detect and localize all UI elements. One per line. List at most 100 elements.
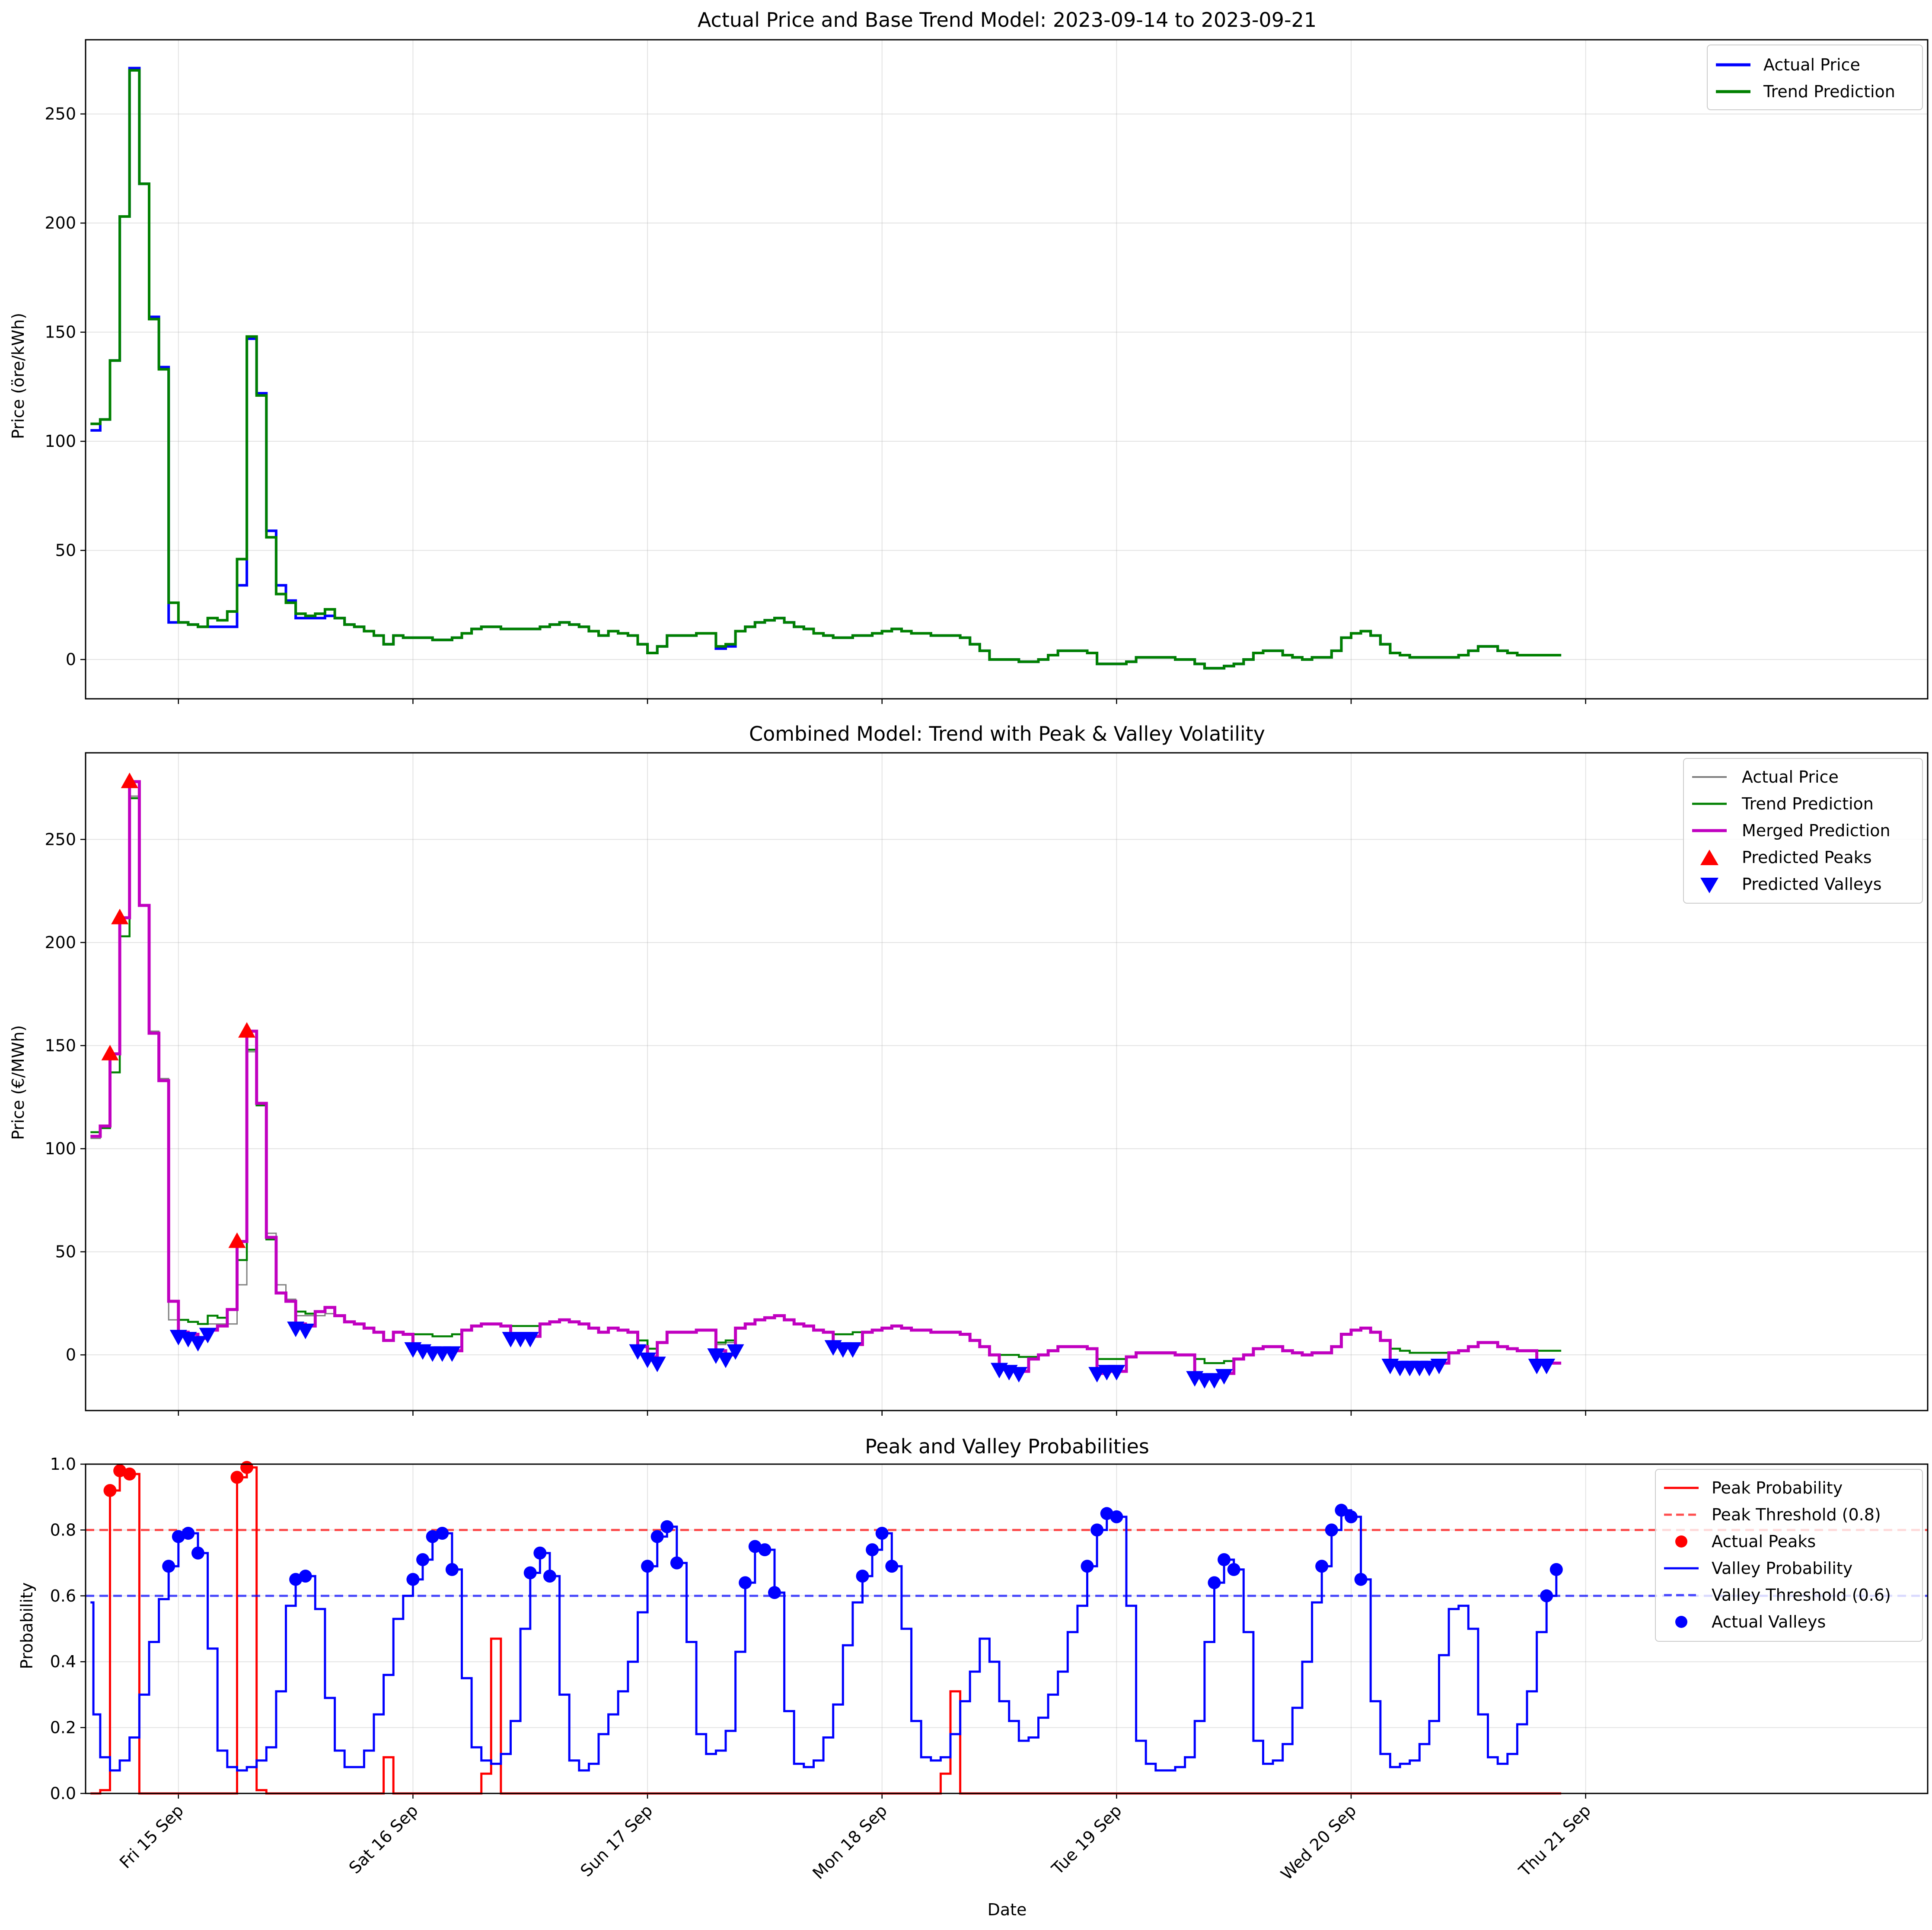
panel1-ylabel: Price (öre/kWh) [9,313,28,439]
marker-actual-peaks [123,1467,136,1481]
marker-predicted-peaks [228,1232,246,1248]
panel2-frame [85,752,1929,1411]
marker-actual-valleys [543,1570,556,1583]
marker-predicted-peaks [238,1022,256,1038]
marker-actual-valleys [866,1543,879,1557]
marker-actual-valleys [426,1530,439,1543]
panel-combined-model: Combined Model: Trend with Peak & Valley… [9,722,1929,1416]
marker-actual-valleys [1090,1523,1104,1537]
y-tick-label: 0.0 [50,1784,76,1803]
marker-actual-valleys [162,1560,175,1573]
marker-actual-valleys [1540,1589,1553,1602]
marker-actual-valleys [1227,1563,1240,1576]
legend3-peak-prob: Peak Probability [1712,1478,1843,1497]
marker-actual-valleys [1218,1553,1231,1566]
y-tick-label: 0.8 [50,1520,76,1539]
marker-predicted-valleys [707,1348,725,1364]
marker-actual-valleys [875,1527,889,1540]
marker-actual-valleys [182,1527,195,1540]
y-tick-label: 0.6 [50,1586,76,1605]
marker-actual-valleys [1325,1523,1338,1537]
marker-actual-valleys [660,1520,674,1533]
marker-actual-valleys [739,1576,752,1589]
series-valley-probability [90,1509,1562,1772]
legend-marker-actual-valleys [1675,1616,1687,1628]
legend2-label-trend: Trend Prediction [1741,794,1874,813]
marker-predicted-valleys [1088,1367,1106,1383]
legend2-label-merged: Merged Prediction [1742,821,1891,840]
marker-actual-valleys [856,1570,869,1583]
marker-actual-peaks [103,1484,117,1497]
series-merged-prediction [90,780,1562,1379]
y-tick-label: 100 [45,1139,76,1158]
legend2-label-valleys: Predicted Valleys [1742,875,1882,894]
marker-actual-valleys [1315,1560,1329,1573]
marker-actual-valleys [1100,1507,1113,1520]
marker-actual-valleys [1208,1576,1221,1589]
marker-actual-valleys [1081,1560,1094,1573]
y-tick-label: 0.4 [50,1652,76,1671]
y-tick-label: 50 [55,541,76,560]
marker-actual-valleys [1549,1563,1563,1576]
y-tick-label: 1.0 [50,1455,76,1474]
marker-predicted-valleys [296,1323,314,1339]
marker-actual-valleys [1335,1503,1348,1517]
marker-actual-valleys [748,1540,762,1553]
legend2-label-actual: Actual Price [1742,768,1839,787]
marker-predicted-valleys [521,1332,539,1348]
marker-actual-valleys [406,1573,420,1586]
marker-predicted-valleys [1538,1359,1556,1375]
marker-predicted-valleys [648,1357,666,1373]
marker-predicted-valleys [629,1344,647,1360]
marker-actual-valleys [289,1573,303,1586]
marker-actual-valleys [299,1570,312,1583]
y-tick-label: 250 [45,830,76,849]
y-tick-label: 100 [45,432,76,451]
panel2-legend: Actual Price Trend Prediction Merged Pre… [1683,758,1923,904]
marker-predicted-valleys [1430,1359,1448,1375]
panel1-frame [85,39,1929,700]
marker-actual-valleys [768,1586,781,1599]
y-tick-label: 200 [45,213,76,232]
y-tick-label: 150 [45,323,76,342]
marker-predicted-valleys [199,1328,217,1344]
marker-actual-valleys [533,1546,547,1560]
marker-actual-valleys [445,1563,459,1576]
marker-predicted-valleys [1205,1373,1223,1389]
marker-actual-valleys [1354,1573,1368,1586]
panel3-ylabel: Probability [17,1583,36,1669]
marker-predicted-valleys [189,1336,207,1352]
marker-actual-valleys [436,1527,449,1540]
panel2-ylabel: Price (€/MWh) [9,1025,28,1140]
marker-actual-valleys [670,1556,683,1570]
marker-actual-valleys [650,1530,664,1543]
panel3-frame [85,1463,1929,1794]
marker-predicted-valleys [179,1332,197,1348]
marker-actual-valleys [191,1546,205,1560]
y-tick-label: 0 [66,1345,76,1364]
panel1-title: Actual Price and Base Trend Model: 2023-… [698,8,1317,32]
panel-price-trend: Actual Price and Base Trend Model: 2023-… [9,8,1929,704]
legend-label-actual: Actual Price [1763,55,1860,74]
legend-marker-valleys [1700,878,1718,893]
panel2-title: Combined Model: Trend with Peak & Valley… [749,722,1265,745]
legend-marker-peaks [1700,850,1718,865]
marker-predicted-valleys [1108,1365,1125,1381]
marker-predicted-valleys [443,1346,461,1362]
marker-actual-peaks [230,1471,244,1484]
legend2-label-peaks: Predicted Peaks [1742,848,1872,867]
panel3-title: Peak and Valley Probabilities [865,1435,1149,1458]
marker-predicted-valleys [1215,1369,1233,1385]
marker-predicted-valleys [727,1344,744,1360]
panel1-legend: Actual Price Trend Prediction [1707,45,1923,110]
y-tick-label: 200 [45,933,76,952]
marker-actual-valleys [758,1543,772,1557]
marker-actual-peaks [113,1464,127,1478]
marker-predicted-valleys [1010,1367,1028,1383]
y-tick-label: 250 [45,105,76,124]
panel3-legend: Peak Probability Peak Threshold (0.8) Ac… [1655,1469,1923,1642]
legend3-actual-peaks: Actual Peaks [1712,1532,1816,1551]
legend3-actual-valleys: Actual Valleys [1712,1612,1826,1631]
panel3-xlabel: Date [988,1900,1027,1919]
marker-predicted-peaks [121,772,138,788]
